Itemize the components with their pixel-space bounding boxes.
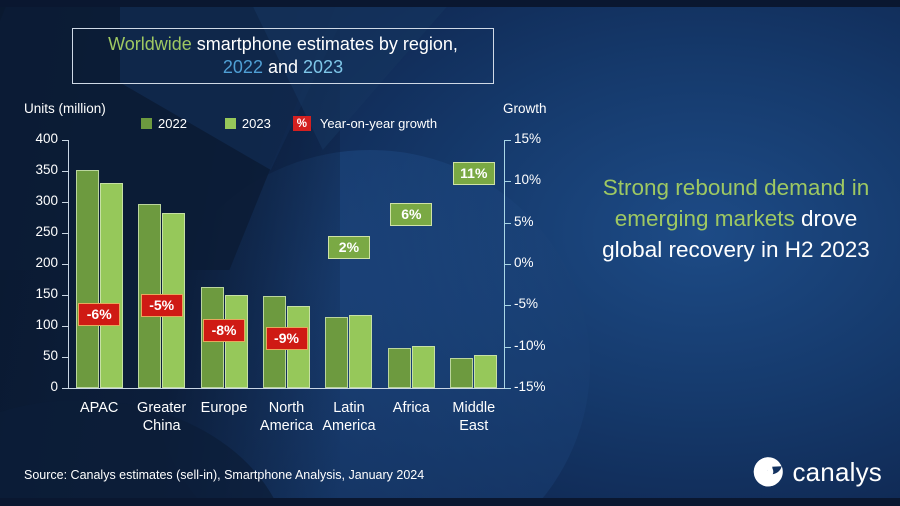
x-category-apac: APAC — [54, 399, 144, 417]
bar-2022-africa — [387, 348, 411, 388]
left-axis-tick — [62, 140, 68, 141]
source-note: Source: Canalys estimates (sell-in), Sma… — [24, 468, 425, 482]
x-category-label-line: Middle — [452, 400, 496, 416]
commentary-text: Strong rebound demand in emerging market… — [586, 172, 886, 265]
left-axis-tick — [62, 233, 68, 234]
left-axis-tick-label: 150 — [35, 286, 58, 301]
growth-label-africa: 6% — [390, 203, 433, 227]
right-axis-tick-label: 10% — [514, 172, 542, 188]
right-axis-tick-label: 15% — [514, 131, 542, 146]
canalys-wordmark: canalys — [792, 456, 882, 487]
x-category-greater-china: Greater China — [117, 399, 207, 435]
bar-2023-latin-america — [349, 314, 373, 388]
x-category-label-line: Latin — [333, 400, 365, 416]
x-category-label-line: APAC — [79, 400, 119, 416]
background-band-bottom — [0, 498, 900, 506]
x-category-label-line: Greater — [137, 400, 187, 416]
x-category-middle-east: Middle East — [429, 399, 519, 435]
left-axis-tick — [62, 388, 68, 389]
title-year-2022: 2022 — [222, 57, 263, 77]
legend-item-growth: % Year-on-year growth — [292, 116, 438, 131]
x-category-label-line: Europe — [200, 400, 248, 416]
right-axis-tick — [505, 346, 511, 348]
growth-label-latin-america: 2% — [327, 236, 370, 260]
bar-2022-apac — [75, 169, 99, 388]
left-axis-tick-label: 400 — [35, 131, 58, 146]
bar-2022-middle-east — [450, 358, 474, 388]
bar-2023-africa — [411, 345, 435, 388]
x-category-label-line: China — [142, 418, 181, 434]
x-axis-line — [68, 388, 505, 389]
right-axis-tick — [505, 181, 511, 183]
x-category-label-line: America — [322, 418, 376, 434]
commentary-highlight: Strong rebound demand in emerging market… — [602, 175, 870, 231]
plot-area — [68, 140, 505, 388]
background-band-top — [0, 0, 900, 7]
left-axis-tick-label: 200 — [35, 255, 58, 270]
right-axis-tick-label: -15% — [514, 379, 546, 394]
left-axis-tick-label: 350 — [35, 162, 58, 177]
commentary-rest: drove global recovery in H2 2023 — [602, 206, 870, 262]
legend-label-2022: 2022 — [158, 116, 187, 131]
right-axis-title: Growth — [503, 101, 547, 116]
right-axis-tick — [505, 222, 511, 224]
left-axis-tick-label: 100 — [35, 317, 58, 332]
x-category-label-line: America — [259, 418, 314, 434]
chart-title-line-1: Worldwide smartphone estimates by region… — [108, 33, 458, 56]
growth-label-europe: -8% — [203, 319, 246, 343]
legend-item-2022: 2022 — [141, 116, 187, 131]
title-conjunction: and — [267, 57, 299, 77]
right-axis-tick — [505, 140, 511, 141]
left-axis-tick-label: 300 — [35, 193, 58, 208]
canalys-logo: canalys — [751, 456, 882, 488]
right-axis-tick-label: 0% — [514, 255, 534, 270]
x-category-latin-america: Latin America — [304, 399, 394, 435]
chart-title-line-2: 2022 and 2023 — [223, 56, 343, 79]
title-rest-line-1: smartphone estimates by region, — [196, 34, 458, 54]
right-axis-tick-label: -5% — [514, 296, 539, 312]
legend-item-2023: 2023 — [224, 116, 271, 131]
legend-swatch-2023-icon — [224, 118, 236, 129]
right-axis-tick — [505, 264, 511, 265]
bar-2022-latin-america — [325, 316, 349, 388]
growth-label-apac: -6% — [78, 302, 121, 326]
x-category-europe: Europe — [179, 399, 269, 417]
right-axis-tick-label: -10% — [514, 337, 546, 353]
left-axis-tick — [62, 295, 68, 296]
right-axis-tick — [505, 388, 511, 389]
x-category-north-america: North America — [242, 399, 332, 435]
left-axis-tick-label: 0 — [50, 379, 58, 394]
left-axis-tick — [62, 357, 68, 358]
chart-legend: 2022 2023 % Year-on-year growth — [141, 116, 437, 131]
left-axis-tick — [62, 326, 68, 327]
left-axis-tick — [62, 202, 68, 203]
growth-label-greater-china: -5% — [140, 294, 183, 318]
left-axis-line — [68, 140, 69, 389]
growth-label-north-america: -9% — [265, 327, 308, 351]
legend-swatch-2022-icon — [141, 118, 152, 129]
legend-label-growth: Year-on-year growth — [319, 116, 438, 131]
chart-title-box: Worldwide smartphone estimates by region… — [72, 28, 494, 84]
bar-2023-middle-east — [474, 355, 498, 388]
left-axis-tick — [62, 264, 68, 265]
x-category-africa: Africa — [366, 399, 456, 417]
legend-label-2023: 2023 — [241, 116, 271, 131]
right-axis-tick — [505, 305, 511, 307]
left-axis-tick-label: 50 — [42, 348, 58, 363]
right-axis-line — [504, 140, 505, 389]
percent-badge-icon: % — [292, 116, 311, 131]
bar-2023-apac — [99, 182, 123, 388]
x-category-label-line: Africa — [392, 400, 430, 416]
x-category-label-line: East — [459, 418, 489, 434]
x-category-label-line: North — [268, 400, 305, 416]
title-word-worldwide: Worldwide — [108, 34, 192, 54]
left-axis-title: Units (million) — [24, 101, 106, 116]
left-axis-tick-label: 250 — [35, 224, 58, 239]
right-axis-tick-label: 5% — [514, 213, 534, 229]
canalys-swirl-icon — [754, 457, 784, 487]
left-axis-tick — [62, 171, 68, 172]
title-year-2023: 2023 — [303, 57, 344, 77]
growth-label-middle-east: 11% — [452, 162, 495, 186]
